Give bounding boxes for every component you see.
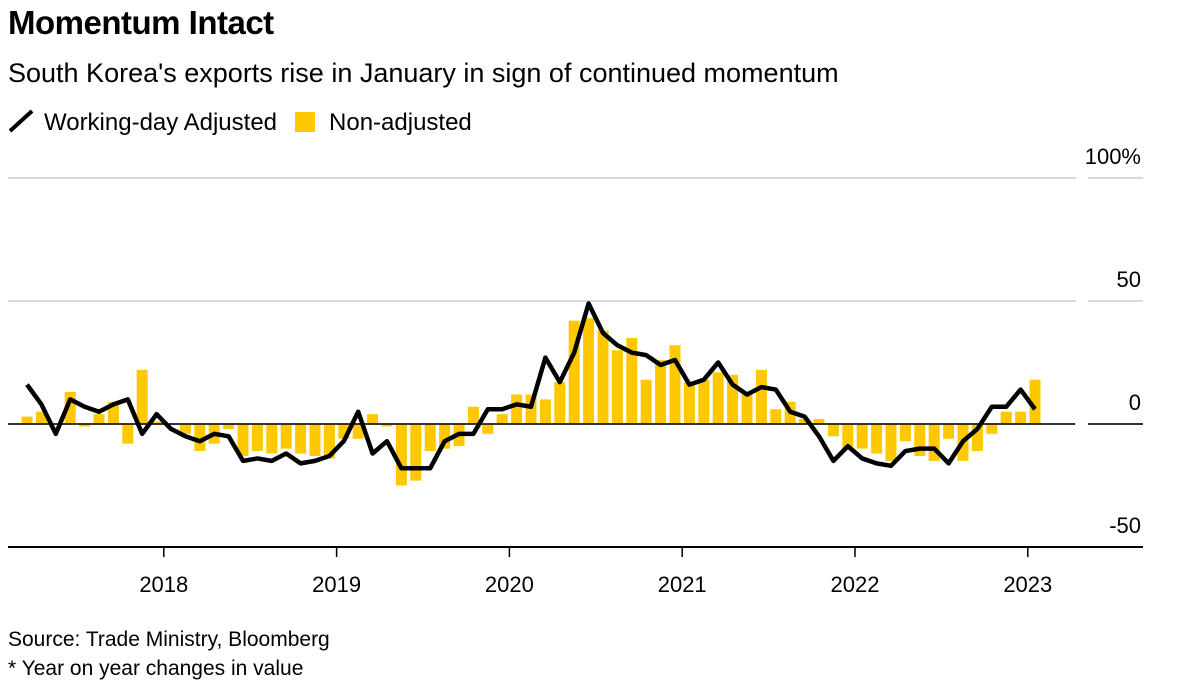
- y-tick-label: 100%: [1085, 144, 1141, 169]
- bar: [338, 424, 350, 439]
- bar: [179, 424, 191, 434]
- source: Source: Trade Ministry, Bloomberg: [8, 628, 330, 651]
- bar: [410, 424, 422, 481]
- bar: [943, 424, 955, 439]
- bar: [395, 424, 407, 486]
- bar: [986, 424, 998, 434]
- bar: [971, 424, 983, 452]
- bar: [698, 379, 710, 424]
- bar: [827, 424, 839, 437]
- bar: [511, 394, 523, 424]
- bar: [295, 424, 307, 454]
- bar: [122, 424, 134, 444]
- bar: [237, 424, 249, 456]
- bar: [93, 414, 105, 424]
- bar: [525, 394, 537, 424]
- bar: [223, 424, 235, 429]
- x-tick-label: 2023: [1003, 572, 1052, 597]
- bar: [712, 372, 724, 424]
- bar: [64, 392, 76, 424]
- note: * Year on year changes in value: [8, 657, 303, 680]
- bar: [554, 382, 566, 424]
- bar: [597, 330, 609, 424]
- plot: 2018 2019 2020 2021 2022 2023: [8, 301, 1143, 597]
- bar: [568, 320, 580, 424]
- gap: [1076, 173, 1088, 534]
- bar: [899, 424, 911, 442]
- bar: [1015, 411, 1027, 424]
- bar: [482, 424, 494, 434]
- bar: [626, 337, 638, 424]
- bar: [194, 424, 206, 452]
- bar: [813, 419, 825, 424]
- bar: [136, 369, 148, 424]
- y-tick-label: 50: [1117, 267, 1141, 292]
- y-tick-label: -50: [1109, 513, 1141, 538]
- bar: [21, 416, 33, 424]
- bar: [856, 424, 868, 449]
- bar: [655, 360, 667, 424]
- legend-label: Non-adjusted: [329, 109, 472, 136]
- bar: [151, 421, 163, 424]
- bar: [683, 382, 695, 424]
- bar: [79, 424, 91, 427]
- legend-swatch: [8, 109, 34, 133]
- bar: [1000, 411, 1012, 424]
- bar: [885, 424, 897, 461]
- bar: [539, 399, 551, 424]
- bar: [280, 424, 292, 449]
- x-tick-label: 2022: [831, 572, 880, 597]
- line: [25, 301, 1037, 471]
- bar: [352, 424, 364, 439]
- legend-label: Working-day Adjusted: [44, 109, 277, 136]
- bar: [266, 424, 278, 454]
- bar: [107, 401, 119, 424]
- bar: [367, 414, 379, 424]
- bar: [928, 424, 940, 461]
- bar: [309, 424, 321, 456]
- bar: [640, 379, 652, 424]
- bar: [323, 424, 335, 459]
- bar: [439, 424, 451, 449]
- bar: [381, 424, 393, 427]
- legend-swatch: [295, 112, 316, 132]
- bar: [669, 345, 681, 424]
- bar: [467, 406, 479, 424]
- bar: [1029, 379, 1041, 424]
- bar: [871, 424, 883, 454]
- bar: [35, 411, 47, 424]
- bar: [914, 424, 926, 456]
- bar: [424, 424, 436, 452]
- bar: [755, 369, 767, 424]
- x-tick-label: 2021: [658, 572, 707, 597]
- bar: [611, 350, 623, 424]
- bar: [496, 414, 508, 424]
- y-tick-label: 0: [1129, 390, 1141, 415]
- chart-subtitle: South Korea's exports rise in January in…: [8, 58, 839, 88]
- bar: [583, 318, 595, 424]
- legend: Working-day Adjusted Non-adjusted: [8, 109, 472, 136]
- x-tick-label: 2019: [312, 572, 361, 597]
- bar: [770, 409, 782, 424]
- x-tick-label: 2018: [139, 572, 188, 597]
- bar: [727, 374, 739, 424]
- bar: [741, 392, 753, 424]
- chart-title: Momentum Intact: [8, 4, 274, 41]
- bar: [842, 424, 854, 449]
- bar: [251, 424, 263, 452]
- x-tick-label: 2020: [485, 572, 534, 597]
- bar: [799, 419, 811, 424]
